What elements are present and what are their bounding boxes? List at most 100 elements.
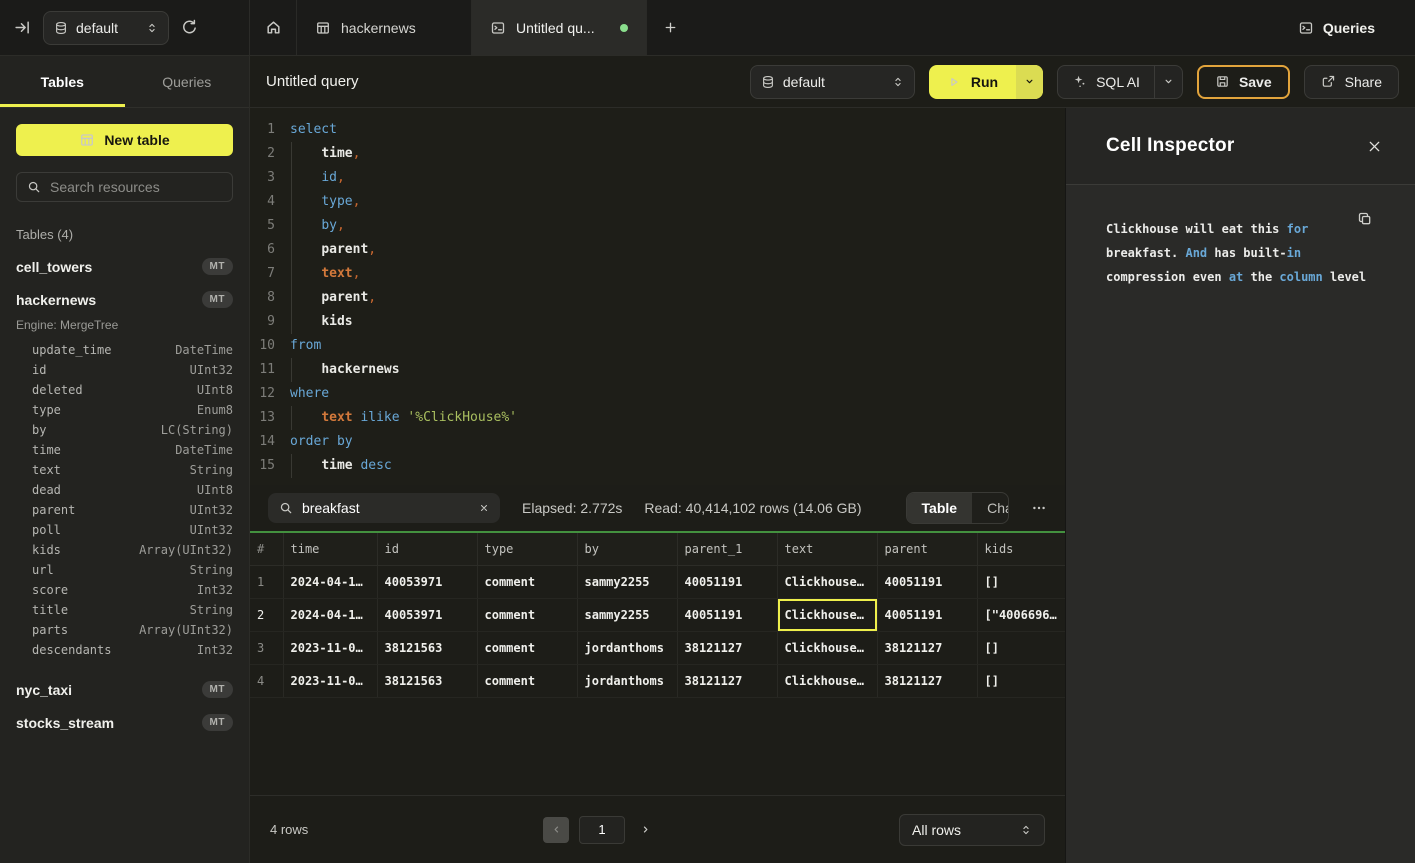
editor-line[interactable]: 8 parent,: [250, 286, 1065, 310]
previous-page-button[interactable]: [543, 816, 569, 843]
cell[interactable]: 2024-04-16…: [283, 565, 378, 599]
cell[interactable]: comment: [477, 664, 578, 698]
cell[interactable]: []: [977, 664, 1065, 698]
cell[interactable]: sammy2255: [577, 565, 678, 599]
editor-line[interactable]: 13 text ilike '%ClickHouse%': [250, 406, 1065, 430]
column-type: DateTime: [175, 443, 233, 457]
editor-line[interactable]: 9 kids: [250, 310, 1065, 334]
cell[interactable]: Clickhouse…: [777, 565, 878, 599]
sidebar-tab-queries[interactable]: Queries: [162, 73, 212, 90]
cell[interactable]: Clickhouse…: [777, 664, 878, 698]
sql-ai-button-group: SQL AI: [1057, 64, 1183, 99]
cell[interactable]: []: [977, 631, 1065, 665]
sidebar-tab-tables[interactable]: Tables: [0, 56, 125, 107]
column-header-by[interactable]: by: [577, 532, 678, 566]
cell[interactable]: Clickhouse…: [777, 631, 878, 665]
cell[interactable]: 2023-11-02…: [283, 631, 378, 665]
column-row: kids Array(UInt32): [0, 540, 249, 560]
cell[interactable]: 2024-04-16…: [283, 598, 378, 632]
page-size-selector[interactable]: All rows: [899, 813, 1045, 846]
cell[interactable]: 38121563: [377, 664, 478, 698]
column-header-parent[interactable]: parent: [877, 532, 978, 566]
next-page-button[interactable]: [635, 824, 655, 835]
column-header-text[interactable]: text: [777, 532, 878, 566]
cell[interactable]: comment: [477, 565, 578, 599]
cell[interactable]: 40051191: [877, 565, 978, 599]
cell[interactable]: 38121127: [877, 664, 978, 698]
query-database-selector[interactable]: default: [749, 64, 915, 99]
editor-line[interactable]: 6 parent,: [250, 238, 1065, 262]
sidebar-collapse-icon[interactable]: [14, 19, 31, 36]
cell[interactable]: 38121127: [677, 631, 778, 665]
share-button[interactable]: Share: [1303, 64, 1399, 99]
column-header-type[interactable]: type: [477, 532, 578, 566]
column-header-id[interactable]: id: [377, 532, 478, 566]
new-tab-button[interactable]: [647, 0, 694, 55]
column-header-parent_1[interactable]: parent_1: [677, 532, 778, 566]
editor-line[interactable]: 11 hackernews: [250, 358, 1065, 382]
view-toggle-chart[interactable]: Chart: [987, 500, 1008, 516]
cell[interactable]: jordanthoms: [577, 631, 678, 665]
row-number[interactable]: 2: [250, 598, 284, 632]
close-icon[interactable]: [1367, 139, 1382, 154]
clear-search-icon[interactable]: [479, 503, 489, 513]
column-header-index[interactable]: #: [250, 532, 284, 566]
editor-line[interactable]: 12 where: [250, 382, 1065, 406]
column-row: poll UInt32: [0, 520, 249, 540]
editor-line[interactable]: 10 from: [250, 334, 1065, 358]
editor-line[interactable]: 3 id,: [250, 166, 1065, 190]
row-number[interactable]: 3: [250, 631, 284, 665]
run-dropdown-button[interactable]: [1016, 64, 1044, 99]
cell[interactable]: comment: [477, 598, 578, 632]
cell[interactable]: sammy2255: [577, 598, 678, 632]
column-header-time[interactable]: time: [283, 532, 378, 566]
current-page-input[interactable]: 1: [579, 815, 625, 844]
table-item-hackernews[interactable]: hackernews MT: [0, 283, 249, 316]
queries-shortcut[interactable]: Queries: [1298, 0, 1415, 55]
results-search-input[interactable]: breakfast: [268, 493, 500, 523]
editor-line[interactable]: 7 text,: [250, 262, 1065, 286]
cell[interactable]: 40051191: [677, 565, 778, 599]
editor-line[interactable]: 1 select: [250, 118, 1065, 142]
tab-home[interactable]: [250, 0, 297, 55]
cell[interactable]: 38121563: [377, 631, 478, 665]
refresh-icon[interactable]: [181, 19, 198, 36]
table-item-cell_towers[interactable]: cell_towers MT: [0, 250, 249, 283]
tab-hackernews[interactable]: hackernews: [297, 0, 472, 55]
new-table-button[interactable]: New table: [16, 124, 233, 156]
cell[interactable]: 40051191: [677, 598, 778, 632]
editor-line[interactable]: 15 time desc: [250, 454, 1065, 478]
editor-line[interactable]: 4 type,: [250, 190, 1065, 214]
table-item-nyc_taxi[interactable]: nyc_taxi MT: [0, 673, 249, 706]
column-type: String: [189, 463, 233, 477]
cell[interactable]: 40053971: [377, 598, 478, 632]
cell[interactable]: 40053971: [377, 565, 478, 599]
tab-untitled-query[interactable]: Untitled qu...: [472, 0, 647, 55]
editor-line[interactable]: 2 time,: [250, 142, 1065, 166]
editor-line[interactable]: 14 order by: [250, 430, 1065, 454]
sql-ai-dropdown-button[interactable]: [1153, 65, 1182, 98]
cell[interactable]: 2023-11-02…: [283, 664, 378, 698]
column-header-kids[interactable]: kids: [977, 532, 1065, 566]
cell[interactable]: comment: [477, 631, 578, 665]
run-button[interactable]: Run: [929, 65, 1016, 99]
cell[interactable]: 38121127: [677, 664, 778, 698]
cell[interactable]: 40051191: [877, 598, 978, 632]
editor-line[interactable]: 5 by,: [250, 214, 1065, 238]
table-item-stocks_stream[interactable]: stocks_stream MT: [0, 706, 249, 739]
sql-ai-button[interactable]: SQL AI: [1058, 66, 1154, 98]
copy-icon[interactable]: [1357, 211, 1373, 227]
cell[interactable]: jordanthoms: [577, 664, 678, 698]
view-toggle-table[interactable]: Table: [906, 493, 973, 523]
save-button[interactable]: Save: [1196, 64, 1290, 99]
cell[interactable]: []: [977, 565, 1065, 599]
row-number[interactable]: 1: [250, 565, 284, 599]
selected-cell[interactable]: Clickhouse…: [777, 598, 878, 632]
row-number[interactable]: 4: [250, 664, 284, 698]
database-selector[interactable]: default: [43, 10, 169, 45]
sql-editor[interactable]: 1 select 2 time, 3 id, 4 type, 5 by, 6 parent,…: [250, 108, 1065, 485]
resource-search-input[interactable]: Search resources: [16, 172, 233, 202]
more-options-icon[interactable]: [1031, 500, 1047, 516]
cell[interactable]: 38121127: [877, 631, 978, 665]
cell[interactable]: ["40066964…: [977, 598, 1065, 632]
